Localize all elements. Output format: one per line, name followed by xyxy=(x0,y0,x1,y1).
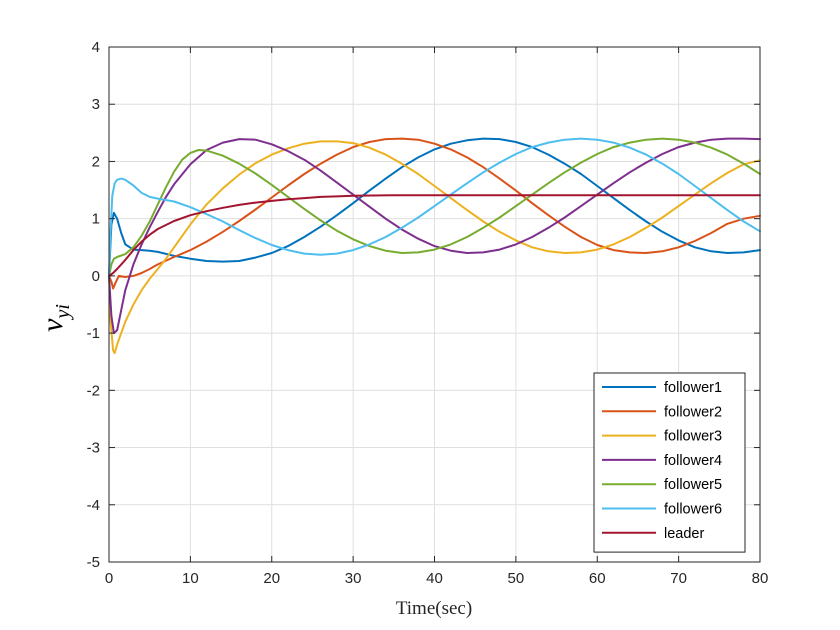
y-tick-label: -2 xyxy=(87,382,100,399)
series-line-follower4 xyxy=(108,137,761,335)
legend: follower1 follower2 follower3 follower4 foll… xyxy=(593,372,746,553)
y-tick-label: 2 xyxy=(92,153,100,170)
y-axis-label: vyi xyxy=(36,304,74,332)
x-tick-label: 50 xyxy=(508,570,525,587)
x-axis-ticks: 0 10 20 30 40 50 60 70 80 xyxy=(105,47,769,587)
y-tick-label: 3 xyxy=(92,96,100,113)
legend-box xyxy=(593,372,746,553)
legend-label: follower4 xyxy=(664,453,722,469)
x-tick-label: 60 xyxy=(589,570,606,587)
legend-label: follower5 xyxy=(664,477,722,493)
x-axis-label: Time(sec) xyxy=(396,598,472,619)
x-tick-label: 40 xyxy=(426,570,443,587)
series-line-follower5 xyxy=(108,137,761,277)
y-tick-label: 0 xyxy=(92,268,100,285)
x-tick-label: 10 xyxy=(182,570,199,587)
y-axis-label-main: v xyxy=(36,318,69,332)
legend-label: follower6 xyxy=(664,502,722,518)
y-axis-ticks: -5 -4 -3 -2 -1 0 1 2 3 4 xyxy=(87,39,760,571)
y-tick-label: 4 xyxy=(92,39,100,56)
series-line-follower6 xyxy=(108,137,761,277)
legend-label: leader xyxy=(664,526,704,542)
legend-label: follower3 xyxy=(664,429,722,445)
y-tick-label: -3 xyxy=(87,440,100,457)
y-tick-label: -5 xyxy=(87,554,100,571)
series-line-leader xyxy=(108,194,761,277)
x-tick-label: 0 xyxy=(105,570,113,587)
x-tick-label: 20 xyxy=(263,570,280,587)
x-tick-label: 80 xyxy=(752,570,769,587)
y-tick-label: 1 xyxy=(92,211,100,228)
x-tick-label: 70 xyxy=(670,570,687,587)
series-layer xyxy=(108,137,761,355)
legend-label: follower2 xyxy=(664,404,722,420)
y-tick-label: -4 xyxy=(87,497,100,514)
series-line-follower1 xyxy=(108,137,761,277)
x-tick-label: 30 xyxy=(345,570,362,587)
y-axis-label-sub: yi xyxy=(52,304,74,320)
legend-label: follower1 xyxy=(664,380,722,396)
series-line-follower3 xyxy=(108,140,761,355)
series-line-follower2 xyxy=(108,137,761,290)
y-tick-label: -1 xyxy=(87,325,100,342)
